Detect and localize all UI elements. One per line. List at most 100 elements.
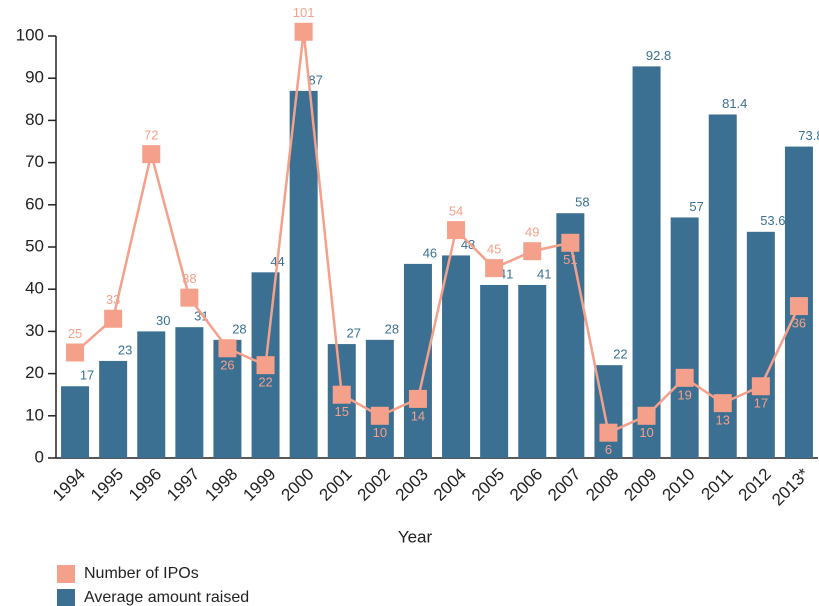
y-tick-label: 20 <box>25 363 44 382</box>
bar-value-label: 28 <box>232 321 246 336</box>
line-value-label: 19 <box>677 387 691 402</box>
bar-value-label: 46 <box>423 245 437 260</box>
bar-value-label: 23 <box>118 342 132 357</box>
legend-swatch <box>57 565 75 583</box>
y-tick-label: 10 <box>25 405 44 424</box>
bar-value-label: 92.8 <box>646 48 671 63</box>
line-value-label: 51 <box>563 252 577 267</box>
line-value-label: 72 <box>144 128 158 143</box>
x-tick-label: 2000 <box>277 465 317 505</box>
bar <box>480 284 509 458</box>
line-value-label: 49 <box>525 225 539 240</box>
x-tick-label: 2012 <box>735 465 775 505</box>
legend-label: Number of IPOs <box>84 565 199 582</box>
line-marker <box>485 259 504 278</box>
line-marker <box>218 339 237 358</box>
x-tick-label: 2006 <box>506 465 546 505</box>
x-tick-label: 2011 <box>697 465 736 504</box>
line-marker <box>675 368 694 387</box>
x-tick-label: 2007 <box>544 465 584 505</box>
line-value-label: 15 <box>335 404 349 419</box>
line-marker <box>66 343 85 362</box>
x-tick-label: 2005 <box>468 465 508 505</box>
line-value-label: 38 <box>182 271 196 286</box>
line-marker <box>256 356 275 375</box>
line-value-label: 14 <box>411 408 425 423</box>
bar <box>442 255 471 458</box>
line-value-label: 17 <box>754 396 768 411</box>
line-marker <box>561 233 580 252</box>
y-tick-label: 80 <box>25 110 44 129</box>
y-tick-label: 30 <box>25 321 44 340</box>
x-tick-label: 2002 <box>354 465 394 505</box>
x-tick-label: 2003 <box>392 465 432 505</box>
line-marker <box>599 423 618 442</box>
x-tick-label: 1999 <box>239 465 279 505</box>
x-tick-label: 2009 <box>620 465 660 505</box>
bar-value-label: 87 <box>308 72 322 87</box>
bar-value-label: 57 <box>689 199 703 214</box>
bar-value-label: 58 <box>575 195 589 210</box>
line-marker <box>142 145 161 164</box>
y-tick-label: 90 <box>25 68 44 87</box>
line-value-label: 54 <box>449 204 463 219</box>
bar-value-label: 17 <box>80 368 94 383</box>
bar <box>670 217 699 458</box>
bar <box>289 90 318 459</box>
x-tick-label: 1995 <box>87 465 127 505</box>
legend-swatch <box>57 589 75 606</box>
line-value-label: 6 <box>605 442 612 457</box>
bar-value-label: 27 <box>347 325 361 340</box>
bar <box>632 66 661 458</box>
bar <box>556 213 585 458</box>
bar-value-label: 53.6 <box>760 213 785 228</box>
line-marker <box>447 221 466 240</box>
x-tick-label: 1996 <box>125 465 165 505</box>
line-marker <box>523 242 542 261</box>
legend-label: Average amount raised <box>84 589 249 606</box>
bar-value-label: 73.8 <box>798 128 819 143</box>
y-tick-label: 40 <box>25 279 44 298</box>
line-value-label: 45 <box>487 242 501 257</box>
x-tick-label: 2008 <box>582 465 622 505</box>
line-value-label: 10 <box>373 425 387 440</box>
bar-value-label: 81.4 <box>722 96 747 111</box>
bar <box>137 331 166 458</box>
bar <box>213 339 242 458</box>
line-value-label: 26 <box>220 358 234 373</box>
line-marker <box>370 406 389 425</box>
line-value-label: 10 <box>639 425 653 440</box>
line-value-label: 25 <box>68 326 82 341</box>
bar-value-label: 30 <box>156 313 170 328</box>
line-marker <box>294 22 313 41</box>
bar <box>746 231 775 458</box>
x-axis-title: Year <box>398 527 433 546</box>
y-tick-label: 60 <box>25 194 44 213</box>
bar-value-label: 41 <box>537 266 551 281</box>
line-value-label: 22 <box>258 375 272 390</box>
x-tick-label: 1998 <box>201 465 241 505</box>
x-tick-label: 2001 <box>316 465 356 505</box>
line-marker <box>408 389 427 408</box>
y-tick-label: 70 <box>25 152 44 171</box>
line-marker <box>789 297 808 316</box>
line-marker <box>713 394 732 413</box>
bar <box>518 284 547 458</box>
y-tick-label: 50 <box>25 236 44 255</box>
line-marker <box>180 288 199 307</box>
line-value-label: 13 <box>716 413 730 428</box>
bar <box>175 327 204 458</box>
x-tick-label: 2010 <box>658 465 698 505</box>
bar <box>365 339 394 458</box>
bar <box>99 360 128 458</box>
x-tick-label: 1994 <box>49 465 89 505</box>
bar-value-label: 48 <box>461 237 475 252</box>
x-tick-label: 2004 <box>430 465 470 505</box>
line-marker <box>751 377 770 396</box>
y-tick-label: 0 <box>35 447 44 466</box>
bar-value-label: 22 <box>613 347 627 362</box>
x-tick-label: 2013* <box>768 464 813 509</box>
line-value-label: 33 <box>106 292 120 307</box>
line-marker <box>332 385 351 404</box>
